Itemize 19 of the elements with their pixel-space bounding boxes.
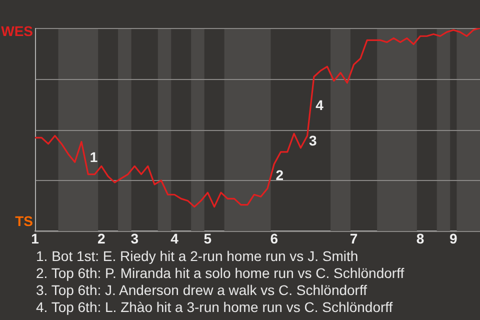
annotation: 1 xyxy=(90,148,98,165)
x-tick-label: 5 xyxy=(204,230,212,246)
x-tick-label: 6 xyxy=(270,230,278,246)
x-tick-label: 8 xyxy=(416,230,424,246)
x-tick-label: 2 xyxy=(98,230,106,246)
x-tick-label: 3 xyxy=(130,230,139,246)
x-tick-label: 9 xyxy=(450,230,458,246)
x-tick-label: 1 xyxy=(31,230,40,246)
annotation: 4 xyxy=(316,97,324,114)
text: 4. Top 6th: L. Zhào hit a 3-run home run vs C. Schlöndorff xyxy=(36,299,394,316)
x-tick-label: 4 xyxy=(170,230,179,246)
annotation: 2 xyxy=(276,167,284,184)
text: WES xyxy=(1,22,33,39)
x-tick-label: 7 xyxy=(350,230,358,246)
text: 2. Top 6th: P. Miranda hit a solo home run vs C. Schlöndorff xyxy=(36,265,406,282)
annotation: 3 xyxy=(308,132,317,149)
text: 1. Bot 1st: E. Riedy hit a 2-run home run vs J. Smith xyxy=(36,248,360,265)
text: TS xyxy=(15,213,33,230)
text: 3. Top 6th: J. Anderson drew a walk vs C. Schlöndorff xyxy=(36,282,368,299)
